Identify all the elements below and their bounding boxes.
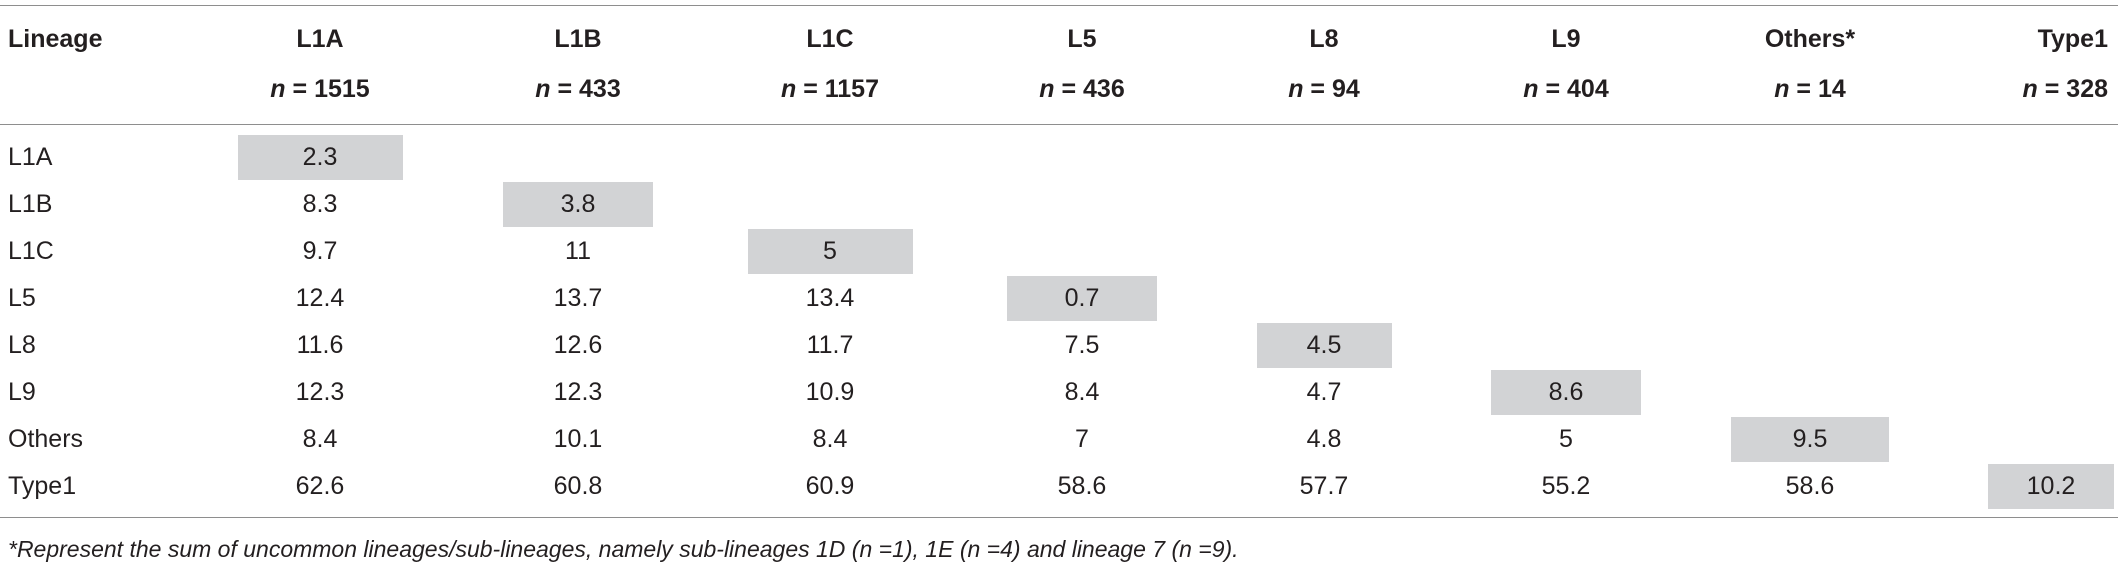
table-cell: 13.7: [553, 284, 603, 312]
table-cell: 8.4: [302, 425, 338, 453]
count-value: = 436: [1054, 75, 1125, 103]
table-cell: 5: [1559, 425, 1573, 453]
table-row: L9 12.3 12.3 10.9 8.4 4.7 8.6: [0, 369, 2118, 416]
count-symbol: n: [535, 75, 551, 103]
count-symbol: n: [1288, 75, 1304, 103]
row-label: Type1: [8, 472, 77, 500]
bottom-rule: [0, 517, 2118, 518]
column-header-0: L1A: [296, 25, 344, 53]
table-row: L5 12.4 13.7 13.4 0.7: [0, 275, 2118, 322]
table-cell: 7: [1075, 425, 1089, 453]
row-label: L5: [8, 284, 36, 312]
column-header-2: L1C: [806, 25, 854, 53]
diagonal-cell: 8.6: [1491, 370, 1641, 415]
column-count-4: n = 94: [1224, 74, 1424, 104]
column-count-0: n = 1515: [220, 74, 420, 104]
table-cell: 12.3: [295, 378, 345, 406]
count-symbol: n: [1039, 75, 1055, 103]
header-lineage-label: Lineage: [8, 25, 103, 53]
count-value: = 14: [1789, 75, 1846, 103]
count-symbol: n: [2022, 75, 2038, 103]
column-header-4: L8: [1309, 25, 1339, 53]
count-value: = 404: [1538, 75, 1609, 103]
count-value: = 94: [1303, 75, 1360, 103]
diagonal-cell: 10.2: [1988, 464, 2114, 509]
top-rule: [0, 5, 2118, 6]
count-symbol: n: [1774, 75, 1790, 103]
table-cell: 62.6: [295, 472, 345, 500]
table-cell: 60.8: [553, 472, 603, 500]
column-count-7: n = 328: [2023, 74, 2108, 104]
table-row: L8 11.6 12.6 11.7 7.5 4.5: [0, 322, 2118, 369]
diagonal-cell: 9.5: [1731, 417, 1889, 462]
column-count-2: n = 1157: [730, 74, 930, 104]
diagonal-cell: 2.3: [237, 135, 403, 180]
row-label: L1B: [8, 190, 53, 218]
table-cell: 11: [565, 237, 591, 265]
count-value: = 1157: [796, 75, 879, 103]
table-row: Others 8.4 10.1 8.4 7 4.8 5 9.5: [0, 416, 2118, 463]
count-symbol: n: [780, 75, 797, 103]
table-cell: 12.4: [295, 284, 345, 312]
table-cell: 12.3: [553, 378, 603, 406]
table-cell: 12.6: [553, 331, 603, 359]
count-symbol: n: [1523, 75, 1539, 103]
header-rule: [0, 124, 2118, 125]
row-label: L9: [8, 378, 36, 406]
table-cell: 8.4: [812, 425, 848, 453]
table-row: L1A 2.3: [0, 134, 2118, 181]
table-cell: 60.9: [805, 472, 855, 500]
column-count-3: n = 436: [982, 74, 1182, 104]
row-label: L1C: [8, 237, 54, 265]
table-cell: 11.6: [296, 331, 344, 359]
column-count-6: n = 14: [1710, 74, 1910, 104]
column-count-5: n = 404: [1466, 74, 1666, 104]
column-header-5: L9: [1551, 25, 1581, 53]
table-row: L1B 8.3 3.8: [0, 181, 2118, 228]
column-header-7: Type1: [2037, 25, 2108, 53]
table-cell: 9.7: [302, 237, 338, 265]
table-cell: 8.4: [1064, 378, 1100, 406]
table-cell: 57.7: [1299, 472, 1349, 500]
count-value: = 328: [2037, 75, 2108, 103]
column-header-6: Others*: [1764, 25, 1856, 53]
count-value: = 433: [550, 75, 621, 103]
table-cell: 10.1: [553, 425, 603, 453]
table-cell: 8.3: [302, 190, 338, 218]
diagonal-cell: 3.8: [503, 182, 653, 227]
table-cell: 4.7: [1306, 378, 1342, 406]
row-label: L1A: [8, 143, 53, 171]
column-header-1: L1B: [554, 25, 602, 53]
row-label: L8: [8, 331, 36, 359]
table-cell: 10.9: [805, 378, 855, 406]
table-row: L1C 9.7 11 5: [0, 228, 2118, 275]
column-header-3: L5: [1067, 25, 1097, 53]
table-cell: 58.6: [1785, 472, 1835, 500]
count-symbol: n: [270, 75, 286, 103]
table-cell: 7.5: [1064, 331, 1100, 359]
table-cell: 58.6: [1057, 472, 1107, 500]
diagonal-cell: 0.7: [1007, 276, 1157, 321]
diagonal-cell: 4.5: [1256, 323, 1392, 368]
count-value: = 1515: [285, 75, 370, 103]
table-cell: 11.7: [806, 331, 854, 359]
table-cell: 4.8: [1306, 425, 1342, 453]
table-cell: 55.2: [1541, 472, 1591, 500]
column-count-1: n = 433: [478, 74, 678, 104]
diagonal-cell: 5: [747, 229, 913, 274]
table-footnote: *Represent the sum of uncommon lineages/…: [8, 536, 1239, 562]
table-cell: 13.4: [805, 284, 855, 312]
row-label: Others: [8, 425, 84, 453]
table-row: Type1 62.6 60.8 60.9 58.6 57.7 55.2 58.6 10.2: [0, 463, 2118, 510]
